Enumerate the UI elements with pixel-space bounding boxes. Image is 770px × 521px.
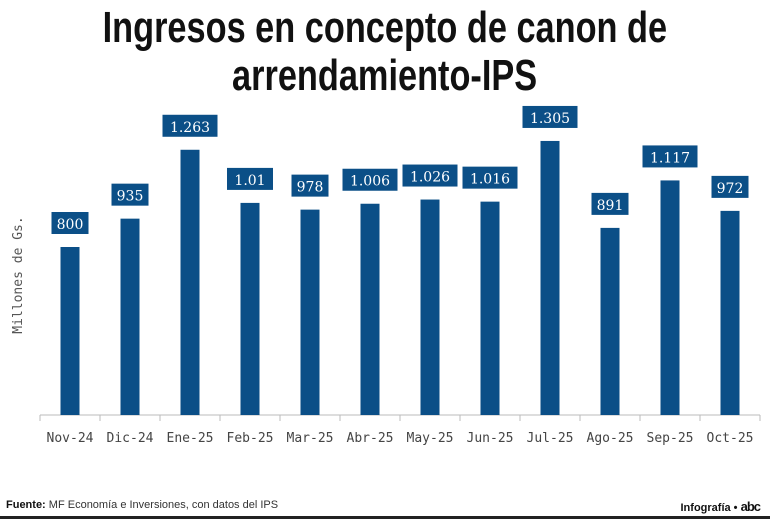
data-label-box — [402, 164, 458, 187]
data-label-box — [227, 167, 273, 190]
x-tick-label: Ene-25 — [167, 431, 214, 446]
bar — [120, 218, 140, 415]
data-label: 891 — [597, 198, 624, 214]
credit: Infografía • abc — [680, 499, 762, 514]
data-label: 1.026 — [410, 170, 450, 186]
bar — [540, 140, 560, 415]
x-tick-label: Nov-24 — [47, 431, 94, 446]
chart-title-line-1: Ingresos en concepto de canon de — [0, 4, 770, 52]
bar — [180, 149, 200, 415]
x-tick-label: Oct-25 — [707, 431, 754, 446]
x-tick-label: May-25 — [407, 431, 454, 446]
x-tick-label: Sep-25 — [647, 431, 694, 446]
chart-title-line-2: arrendamiento-IPS — [0, 52, 770, 100]
x-tick-label: Abr-25 — [347, 431, 394, 446]
data-label-box — [162, 114, 218, 137]
data-label-box — [291, 174, 329, 197]
x-tick-label: Jul-25 — [527, 431, 574, 446]
data-label: 1.263 — [170, 120, 210, 136]
bar — [720, 210, 740, 415]
bar — [480, 201, 500, 415]
data-label: 1.016 — [470, 172, 510, 188]
data-label-box — [342, 168, 398, 191]
data-label-box — [522, 105, 578, 128]
y-axis-label: Millones de Gs. — [11, 216, 26, 333]
data-label: 972 — [717, 181, 744, 197]
bar — [420, 199, 440, 415]
data-label-box — [111, 183, 149, 206]
source-label: Fuente: — [6, 499, 46, 511]
source-text: MF Economía e Inversiones, con datos del… — [48, 499, 279, 511]
data-label: 1.01 — [234, 173, 265, 189]
bar-chart: Millones de Gs. 800 Nov-24 935 Dic-24 1.263 E… — [11, 105, 761, 446]
x-tick-label: Ago-25 — [587, 431, 634, 446]
bar — [300, 209, 320, 415]
bar — [360, 203, 380, 415]
credit-text: Infografía • — [680, 502, 738, 514]
data-label: 978 — [297, 180, 324, 196]
x-tick-label: Jun-25 — [467, 431, 514, 446]
data-label: 935 — [117, 189, 144, 205]
x-tick-label: Dic-24 — [107, 431, 154, 446]
bottom-rule — [0, 516, 770, 519]
abc-logo: abc — [740, 499, 761, 514]
source-note: Fuente: MF Economía e Inversiones, con d… — [6, 499, 278, 511]
bar — [60, 247, 80, 415]
data-label: 1.006 — [350, 174, 390, 190]
data-label: 800 — [57, 217, 84, 233]
data-label-box — [642, 145, 698, 168]
data-label-box — [591, 192, 629, 215]
bar — [240, 202, 260, 415]
data-label: 1.117 — [650, 150, 690, 166]
title-text: Ingresos en concepto de canon de — [102, 3, 668, 52]
data-label-box — [462, 166, 518, 189]
bar — [600, 227, 620, 415]
data-label: 1.305 — [530, 111, 570, 127]
data-label-box — [711, 175, 749, 198]
x-tick-label: Feb-25 — [227, 431, 274, 446]
x-tick-label: Mar-25 — [287, 431, 334, 446]
title-text: arrendamiento-IPS — [232, 51, 538, 100]
data-label-box — [51, 212, 89, 234]
bar — [660, 180, 680, 415]
